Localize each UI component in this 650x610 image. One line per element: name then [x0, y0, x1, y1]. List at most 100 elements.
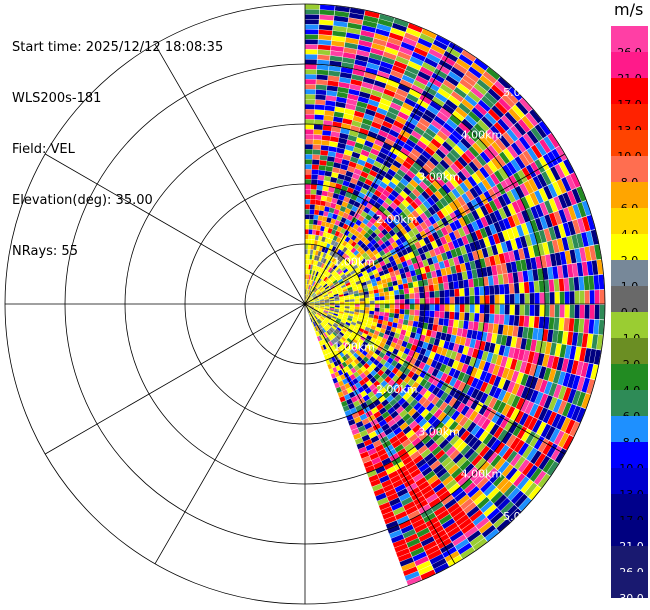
velocity-gate: [549, 428, 560, 443]
velocity-gate: [429, 291, 435, 298]
velocity-gate: [469, 338, 476, 349]
velocity-gate: [535, 256, 542, 269]
velocity-gate: [444, 375, 453, 385]
velocity-gate: [427, 374, 436, 384]
velocity-gate: [444, 304, 450, 312]
velocity-gate: [329, 275, 334, 280]
velocity-gate: [388, 371, 396, 379]
velocity-gate: [423, 540, 437, 551]
velocity-gate: [493, 343, 501, 355]
velocity-gate: [509, 470, 522, 484]
velocity-gate: [370, 418, 379, 427]
velocity-gate: [334, 220, 341, 226]
velocity-gate: [319, 304, 325, 306]
velocity-gate: [333, 259, 339, 265]
velocity-gate: [466, 505, 480, 518]
velocity-gate: [344, 255, 350, 261]
range-label: 2.00km: [376, 383, 418, 396]
velocity-gate: [445, 180, 455, 191]
velocity-gate: [486, 266, 493, 277]
velocity-gate: [416, 499, 429, 510]
velocity-gate: [366, 174, 376, 182]
velocity-gate: [463, 134, 475, 146]
velocity-gate: [370, 337, 377, 343]
velocity-gate: [436, 379, 445, 389]
velocity-gate: [315, 271, 319, 277]
velocity-gate: [573, 318, 580, 333]
velocity-gate: [308, 313, 312, 318]
velocity-gate: [330, 326, 335, 332]
velocity-gate: [559, 251, 567, 265]
velocity-gate: [392, 402, 401, 411]
velocity-gate: [401, 400, 410, 410]
velocity-gate: [385, 155, 395, 164]
velocity-gate: [430, 44, 446, 55]
velocity-gate: [324, 277, 329, 283]
velocity-gate: [325, 359, 331, 365]
velocity-gate: [319, 300, 325, 302]
velocity-gate: [370, 231, 378, 239]
velocity-gate: [393, 414, 402, 423]
velocity-gate: [392, 538, 407, 548]
velocity-gate: [519, 183, 530, 197]
velocity-gate: [489, 304, 495, 314]
velocity-gate: [355, 163, 364, 171]
velocity-gate: [449, 177, 459, 188]
velocity-gate: [467, 91, 481, 103]
velocity-gate: [360, 187, 368, 195]
velocity-gate: [408, 264, 415, 272]
velocity-gate: [324, 259, 330, 265]
velocity-gate: [399, 470, 410, 479]
velocity-gate: [346, 203, 354, 210]
velocity-gate: [538, 316, 545, 329]
velocity-gate: [390, 326, 397, 333]
velocity-gate: [378, 315, 384, 321]
velocity-gate: [499, 294, 505, 305]
velocity-gate: [542, 242, 550, 255]
velocity-gate: [558, 161, 570, 177]
velocity-gate: [504, 304, 510, 315]
velocity-gate: [453, 256, 460, 266]
velocity-gate: [399, 46, 413, 56]
velocity-gate: [316, 292, 322, 296]
velocity-gate: [344, 332, 350, 338]
velocity-gate: [581, 261, 589, 276]
velocity-gate: [476, 477, 489, 490]
velocity-gate: [504, 418, 514, 432]
velocity-gate: [463, 179, 473, 190]
velocity-gate: [581, 216, 591, 232]
velocity-gate: [410, 270, 416, 277]
velocity-gate: [323, 311, 329, 314]
velocity-gate: [366, 335, 372, 341]
velocity-gate: [479, 166, 490, 179]
velocity-gate: [332, 314, 338, 318]
velocity-gate: [479, 75, 494, 88]
velocity-gate: [453, 159, 464, 171]
velocity-gate: [392, 348, 399, 355]
velocity-gate: [314, 299, 320, 302]
velocity-gate: [324, 237, 330, 243]
velocity-gate: [310, 317, 314, 323]
velocity-gate: [386, 79, 400, 88]
velocity-gate: [548, 397, 558, 411]
velocity-gate: [567, 373, 576, 389]
velocity-gate: [361, 81, 374, 90]
velocity-gate: [366, 258, 373, 265]
velocity-gate: [454, 490, 467, 502]
velocity-gate: [444, 522, 458, 534]
velocity-gate: [357, 239, 364, 246]
velocity-gate: [363, 439, 373, 447]
velocity-gate: [588, 275, 595, 290]
velocity-gate: [504, 111, 518, 125]
velocity-gate: [356, 355, 363, 362]
velocity-gate: [340, 164, 349, 171]
velocity-gate: [399, 492, 411, 502]
velocity-gate: [544, 214, 553, 228]
velocity-gate: [339, 251, 345, 257]
velocity-gate: [487, 323, 494, 333]
velocity-gate: [309, 269, 312, 275]
velocity-gate: [332, 30, 347, 37]
velocity-gate: [514, 493, 528, 508]
velocity-gate: [380, 274, 386, 281]
velocity-gate: [354, 293, 359, 297]
